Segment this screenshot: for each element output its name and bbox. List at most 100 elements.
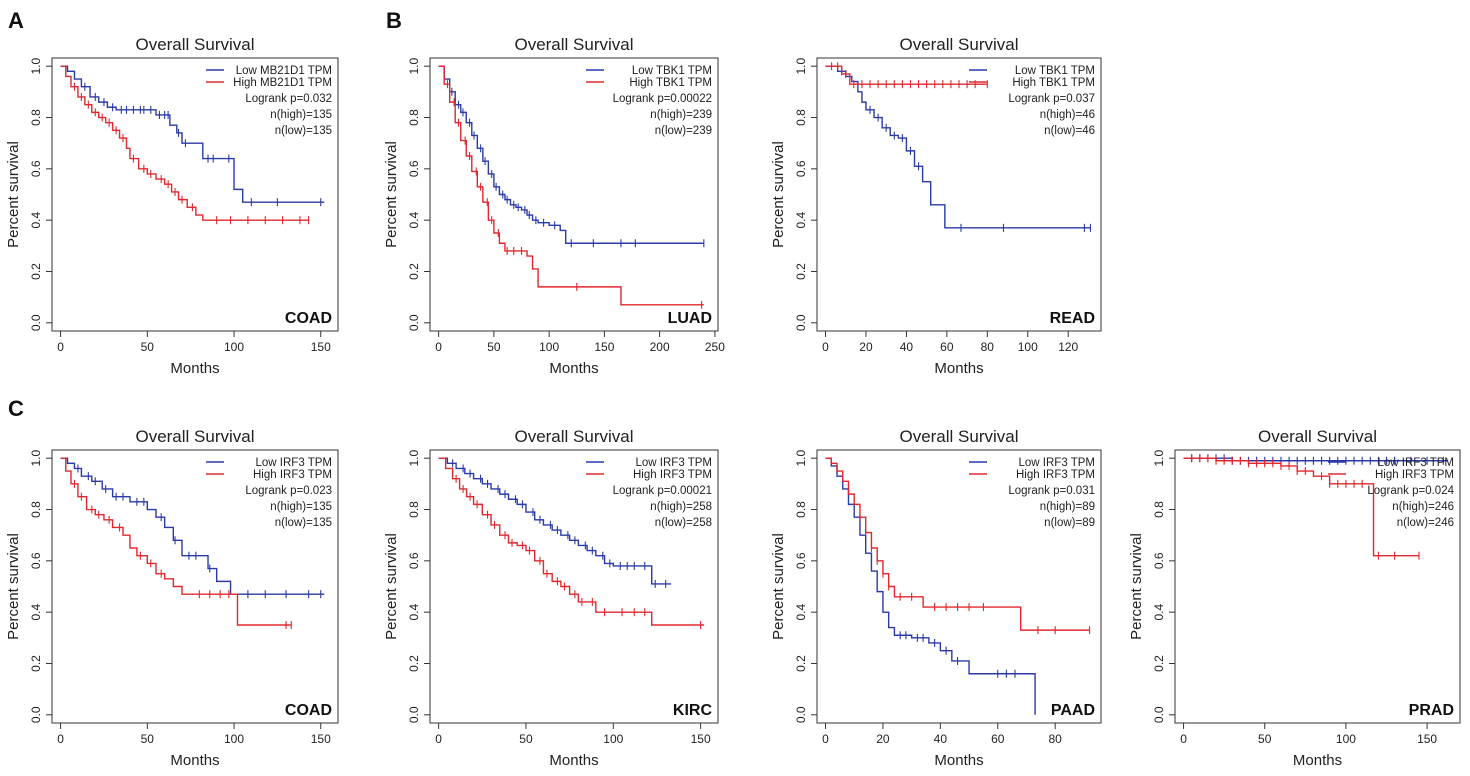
x-tick-label: 150: [1417, 732, 1437, 746]
x-tick-label: 100: [1336, 732, 1356, 746]
chart-title: Overall Survival: [135, 35, 254, 54]
legend-entry: Low IRF3 TPM: [256, 457, 332, 469]
y-tick-label: 0.8: [794, 109, 808, 126]
x-tick-label: 20: [859, 340, 873, 354]
stat-text: Logrank p=0.031: [1008, 485, 1095, 497]
survival-curve-high: [60, 457, 292, 626]
y-tick-label: 0.4: [794, 603, 808, 620]
x-axis-label: Months: [1293, 752, 1342, 769]
stat-text: Logrank p=0.024: [1367, 485, 1454, 497]
y-tick-label: 0.0: [794, 314, 808, 331]
x-tick-label: 0: [435, 732, 442, 746]
survival-curve-high: [438, 457, 705, 626]
legend-entry: Low IRF3 TPM: [636, 457, 712, 469]
cancer-type-label: COAD: [285, 702, 332, 719]
y-tick-label: 0.4: [1152, 603, 1166, 620]
y-tick-label: 0.0: [794, 706, 808, 723]
survival-curve-high: [60, 65, 309, 221]
chart-title: Overall Survival: [1258, 427, 1377, 446]
y-axis-label: Percent survival: [770, 533, 787, 640]
x-tick-label: 120: [1058, 340, 1078, 354]
x-tick-label: 100: [603, 732, 623, 746]
legend-entry: High TBK1 TPM: [1012, 77, 1095, 89]
x-tick-label: 0: [57, 340, 64, 354]
x-tick-label: 60: [991, 732, 1005, 746]
y-tick-label: 0.0: [407, 314, 421, 331]
stat-text: n(high)=246: [1392, 501, 1454, 513]
plot-frame: [1174, 449, 1461, 724]
legend-entry: High IRF3 TPM: [633, 469, 712, 481]
x-tick-label: 100: [224, 340, 244, 354]
y-tick-label: 0.0: [29, 706, 43, 723]
x-tick-label: 50: [141, 732, 155, 746]
x-tick-label: 0: [822, 340, 829, 354]
survival-curve-low: [438, 65, 704, 244]
survival-curve-low: [438, 457, 671, 585]
x-tick-label: 40: [934, 732, 948, 746]
x-tick-label: 100: [539, 340, 559, 354]
y-tick-label: 0.8: [29, 501, 43, 518]
y-axis-label: Percent survival: [383, 141, 400, 248]
x-axis-label: Months: [549, 360, 598, 377]
x-tick-label: 50: [141, 340, 155, 354]
stat-text: n(low)=135: [275, 517, 332, 529]
x-tick-label: 150: [594, 340, 614, 354]
stat-text: Logrank p=0.023: [245, 485, 332, 497]
survival-curve-low: [60, 65, 325, 203]
survival-curve-low: [825, 65, 1091, 229]
chart-title: Overall Survival: [514, 35, 633, 54]
stat-text: n(low)=239: [655, 125, 712, 137]
y-axis-label: Percent survival: [770, 141, 787, 248]
legend-entry: Low IRF3 TPM: [1378, 457, 1454, 469]
x-tick-label: 100: [1018, 340, 1038, 354]
x-tick-label: 150: [691, 732, 711, 746]
y-tick-label: 1.0: [29, 58, 43, 75]
survival-curve-low: [60, 457, 325, 595]
y-tick-label: 0.2: [794, 263, 808, 280]
x-tick-label: 150: [311, 340, 331, 354]
chart-title: Overall Survival: [899, 427, 1018, 446]
y-axis-label: Percent survival: [1128, 533, 1145, 640]
y-axis-label: Percent survival: [383, 533, 400, 640]
y-tick-label: 0.8: [794, 501, 808, 518]
panel-letter-a: A: [8, 8, 24, 33]
cancer-type-label: KIRC: [673, 702, 713, 719]
stat-text: n(high)=239: [650, 109, 712, 121]
x-axis-label: Months: [549, 752, 598, 769]
legend-entry: High TBK1 TPM: [629, 77, 712, 89]
y-tick-label: 0.8: [1152, 501, 1166, 518]
y-tick-label: 0.4: [29, 603, 43, 620]
cancer-type-label: PRAD: [1409, 702, 1454, 719]
y-tick-label: 1.0: [794, 450, 808, 467]
stat-text: n(low)=258: [655, 517, 712, 529]
stat-text: Logrank p=0.00022: [613, 93, 712, 105]
x-tick-label: 50: [519, 732, 533, 746]
y-tick-label: 0.8: [29, 109, 43, 126]
plot-frame: [51, 449, 339, 724]
legend-entry: Low IRF3 TPM: [1019, 457, 1095, 469]
survival-chart-luad-1: Overall Survival 0 50 100 150 200 250 0.0 0.2 0.4…: [383, 35, 725, 377]
legend-entry: High IRF3 TPM: [253, 469, 332, 481]
survival-curve-high: [825, 65, 988, 85]
y-tick-label: 1.0: [1152, 450, 1166, 467]
x-tick-label: 20: [876, 732, 890, 746]
survival-chart-paad-5: Overall Survival 0 20 40 60 80 0.0 0.2 0.4 0.6 0.8…: [770, 427, 1102, 769]
legend-entry: Low TBK1 TPM: [632, 65, 712, 77]
y-tick-label: 0.2: [29, 655, 43, 672]
y-tick-label: 0.0: [1152, 706, 1166, 723]
survival-chart-coad-3: Overall Survival 0 50 100 150 0.0 0.2 0.4 0.6 0.8…: [5, 427, 339, 769]
cancer-type-label: COAD: [285, 310, 332, 327]
x-tick-label: 80: [981, 340, 995, 354]
plot-frame: [816, 57, 1102, 332]
y-tick-label: 0.6: [29, 552, 43, 569]
legend-entry: High IRF3 TPM: [1375, 469, 1454, 481]
cancer-type-label: PAAD: [1051, 702, 1095, 719]
stat-text: Logrank p=0.037: [1008, 93, 1095, 105]
y-tick-label: 0.4: [407, 603, 421, 620]
x-tick-label: 50: [487, 340, 501, 354]
y-tick-label: 0.8: [407, 501, 421, 518]
y-tick-label: 1.0: [29, 450, 43, 467]
stat-text: n(low)=135: [275, 125, 332, 137]
x-axis-label: Months: [170, 360, 219, 377]
stat-text: n(low)=246: [1397, 517, 1454, 529]
